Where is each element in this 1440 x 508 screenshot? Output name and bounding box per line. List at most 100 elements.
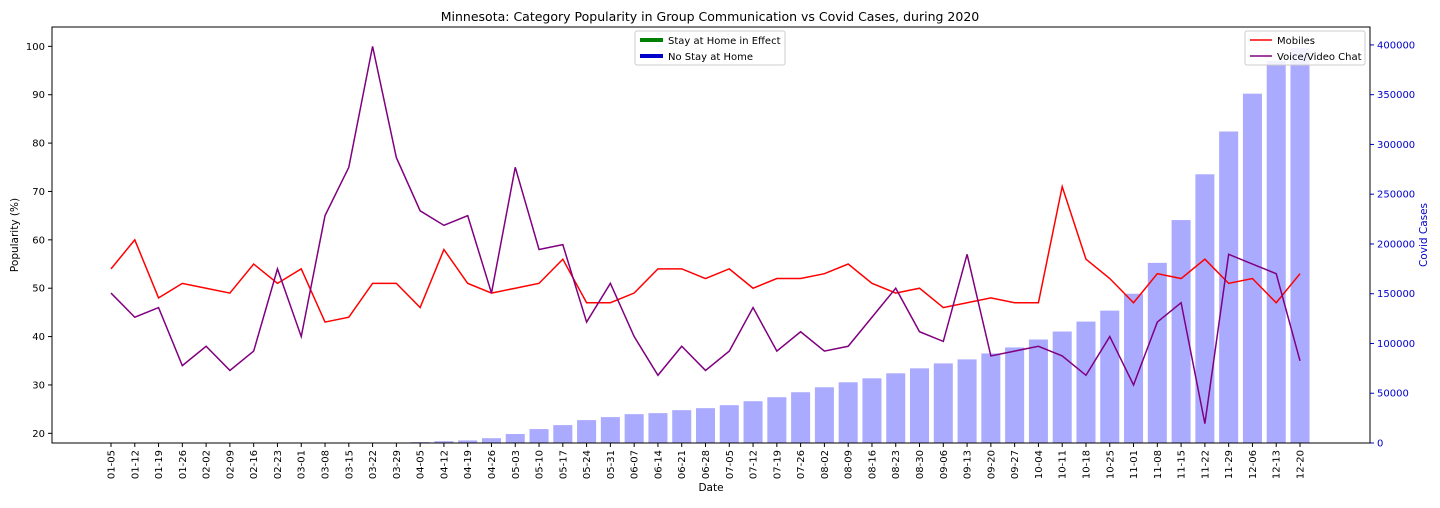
x-tick-label: 04-12 <box>439 450 450 479</box>
covid-bar <box>743 401 763 443</box>
x-tick-label: 08-09 <box>844 450 855 479</box>
x-tick-label: 09-20 <box>986 450 997 479</box>
covid-bar <box>481 438 501 443</box>
covid-bar <box>1028 339 1048 443</box>
y2-tick-label: 250000 <box>1377 190 1415 201</box>
legend-box <box>1244 30 1366 66</box>
x-tick-label: 11-15 <box>1177 450 1188 479</box>
x-tick-label: 06-28 <box>701 450 712 479</box>
covid-bar <box>957 359 977 443</box>
y2-tick-label: 100000 <box>1377 339 1415 350</box>
axes: 01-05 01-12 01-19 01-26 02-02 02-09 02-16 02-23… <box>26 40 1415 479</box>
covid-bar <box>1242 93 1262 444</box>
covid-bar <box>434 441 454 443</box>
popularity-lines <box>110 46 1301 424</box>
y-tick-label: 100 <box>26 42 45 53</box>
covid-bar <box>624 414 644 443</box>
x-tick-label: 02-09 <box>225 450 236 479</box>
x-tick-label: 12-20 <box>1296 450 1307 479</box>
covid-bar <box>529 429 549 443</box>
y-tick-label: 40 <box>32 332 45 343</box>
legend-label-stay-at-home: Stay at Home in Effect <box>668 36 781 47</box>
legend-box <box>634 30 786 66</box>
plot-frame <box>51 26 1371 444</box>
y-tick-label: 20 <box>32 429 45 440</box>
covid-bar <box>1171 220 1191 443</box>
x-tick-label: 04-19 <box>463 450 474 479</box>
covid-bar <box>600 417 620 443</box>
covid-bar <box>505 434 525 443</box>
covid-bar <box>981 353 1001 443</box>
x-tick-label: 10-18 <box>1081 450 1092 479</box>
x-tick-label: 12-06 <box>1248 450 1259 479</box>
x-tick-label: 09-06 <box>939 450 950 479</box>
x-tick-label: 07-19 <box>772 450 783 479</box>
x-tick-label: 11-22 <box>1200 450 1211 479</box>
covid-bar <box>814 387 834 443</box>
covid-bar <box>1195 174 1215 444</box>
x-tick-label: 07-05 <box>725 450 736 479</box>
y2-tick-label: 350000 <box>1377 90 1415 101</box>
x-tick-label: 09-27 <box>1010 450 1021 479</box>
chart-title: Minnesota: Category Popularity in Group … <box>441 9 980 24</box>
voice-video-chat-line <box>110 46 1301 424</box>
x-tick-label: 05-31 <box>606 450 617 479</box>
x-tick-label: 02-16 <box>249 450 260 479</box>
covid-bar <box>1219 131 1239 443</box>
x-tick-label: 08-30 <box>915 450 926 479</box>
covid-bar <box>719 405 739 443</box>
legend-stay-at-home: Stay at Home in Effect No Stay at Home <box>634 30 786 66</box>
x-tick-label: 03-22 <box>368 450 379 479</box>
y2-tick-label: 300000 <box>1377 140 1415 151</box>
y-tick-label: 30 <box>32 380 45 391</box>
x-tick-label: 06-14 <box>653 450 664 479</box>
x-tick-label: 10-11 <box>1058 450 1069 479</box>
x-tick-label: 04-05 <box>416 450 427 479</box>
mobiles-line <box>110 183 1301 323</box>
x-tick-label: 10-25 <box>1105 450 1116 479</box>
y-tick-label: 50 <box>32 284 45 295</box>
covid-bar <box>1052 331 1072 443</box>
x-tick-label: 11-29 <box>1224 450 1235 479</box>
x-tick-label: 07-26 <box>796 450 807 479</box>
x-tick-label: 05-24 <box>582 450 593 479</box>
x-tick-label: 05-10 <box>535 450 546 479</box>
y-axis-label: Popularity (%) <box>9 198 21 272</box>
covid-bar <box>838 382 858 443</box>
covid-bar <box>458 440 478 443</box>
covid-bar <box>910 368 930 443</box>
x-axis-label: Date <box>698 482 723 494</box>
x-tick-label: 01-19 <box>154 450 165 479</box>
x-tick-label: 03-01 <box>297 450 308 479</box>
covid-bar <box>1124 293 1144 443</box>
covid-bar <box>1290 47 1310 444</box>
covid-bar <box>767 397 787 443</box>
x-tick-label: 10-04 <box>1034 450 1045 479</box>
covid-bar <box>886 373 906 443</box>
legend-label-voice-video-chat: Voice/Video Chat <box>1277 52 1362 63</box>
y-tick-label: 90 <box>32 90 45 101</box>
x-tick-label: 08-02 <box>820 450 831 479</box>
x-tick-label: 08-23 <box>891 450 902 479</box>
x-tick-label: 01-12 <box>130 450 141 479</box>
y2-tick-label: 400000 <box>1377 40 1415 51</box>
covid-bar <box>933 363 953 443</box>
x-tick-label: 03-08 <box>321 450 332 479</box>
covid-bar <box>577 420 597 443</box>
covid-bar <box>1266 60 1286 444</box>
x-tick-label: 02-23 <box>273 450 284 479</box>
legend-label-no-stay-at-home: No Stay at Home <box>668 52 753 63</box>
x-tick-label: 05-03 <box>511 450 522 479</box>
covid-bar <box>672 410 692 443</box>
x-tick-label: 01-26 <box>178 450 189 479</box>
x-tick-label: 12-13 <box>1272 450 1283 479</box>
y2-axis-label: Covid Cases <box>1418 203 1430 267</box>
legend-categories: Mobiles Voice/Video Chat <box>1244 30 1366 66</box>
y-tick-label: 60 <box>32 235 45 246</box>
covid-bar <box>648 413 668 443</box>
y2-tick-label: 200000 <box>1377 239 1415 250</box>
x-tick-label: 05-17 <box>558 450 569 479</box>
covid-bar <box>1147 262 1167 443</box>
covid-bar <box>1100 310 1120 443</box>
